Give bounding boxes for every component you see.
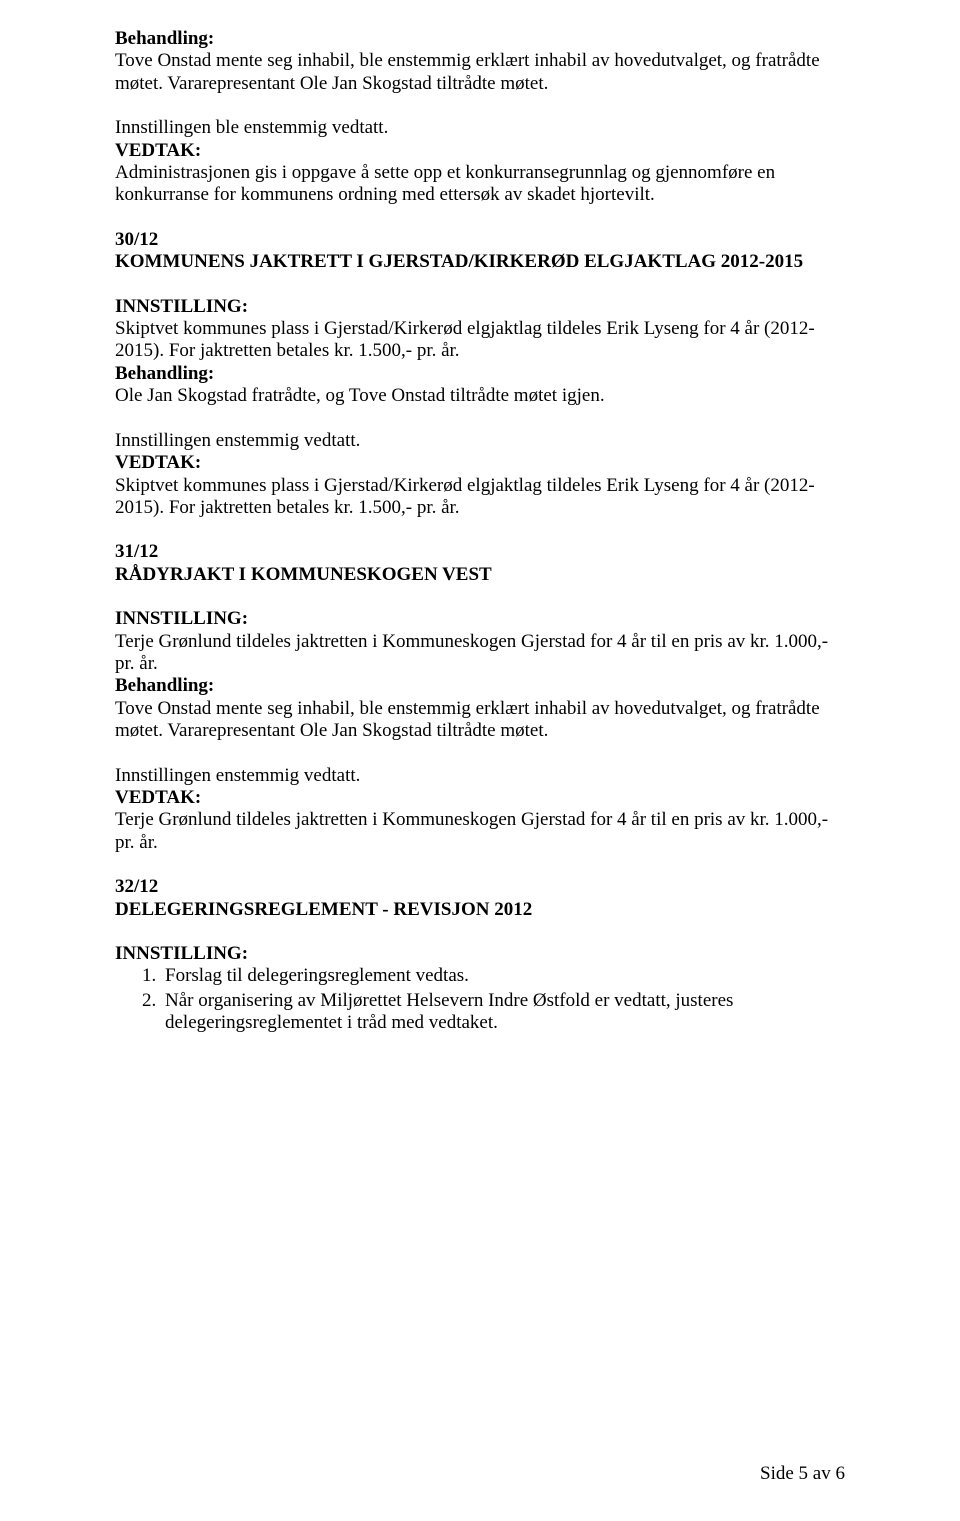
case-title: RÅDYRJAKT I KOMMUNESKOGEN VEST xyxy=(115,564,845,586)
case-number: 31/12 xyxy=(115,541,845,563)
innstillingen-enstemmig: Innstillingen enstemmig vedtatt. xyxy=(115,765,845,787)
list-item: Når organisering av Miljørettet Helsever… xyxy=(161,990,845,1035)
innstillingen-enstemmig: Innstillingen enstemmig vedtatt. xyxy=(115,430,845,452)
behandling-body: Ole Jan Skogstad fratrådte, og Tove Onst… xyxy=(115,385,845,407)
case-title: KOMMUNENS JAKTRETT I GJERSTAD/KIRKERØD E… xyxy=(115,251,845,273)
innstilling-heading: INNSTILLING: xyxy=(115,608,845,630)
vedtak-body: Administrasjonen gis i oppgave å sette o… xyxy=(115,162,845,207)
vedtak-body: Terje Grønlund tildeles jaktretten i Kom… xyxy=(115,809,845,854)
case-title: DELEGERINGSREGLEMENT - REVISJON 2012 xyxy=(115,899,845,921)
vedtak-heading: VEDTAK: xyxy=(115,452,845,474)
case-number: 32/12 xyxy=(115,876,845,898)
vedtak-body: Skiptvet kommunes plass i Gjerstad/Kirke… xyxy=(115,475,845,520)
behandling-heading: Behandling: xyxy=(115,675,845,697)
list-item: Forslag til delegeringsreglement vedtas. xyxy=(161,965,845,987)
behandling-body: Tove Onstad mente seg inhabil, ble enste… xyxy=(115,50,845,95)
innstilling-body: Terje Grønlund tildeles jaktretten i Kom… xyxy=(115,631,845,676)
innstilling-ble-vedtatt: Innstillingen ble enstemmig vedtatt. xyxy=(115,117,845,139)
behandling-heading: Behandling: xyxy=(115,363,845,385)
innstilling-heading: INNSTILLING: xyxy=(115,296,845,318)
innstilling-heading: INNSTILLING: xyxy=(115,943,845,965)
behandling-body: Tove Onstad mente seg inhabil, ble enste… xyxy=(115,698,845,743)
vedtak-heading: VEDTAK: xyxy=(115,140,845,162)
innstilling-list: Forslag til delegeringsreglement vedtas.… xyxy=(115,965,845,1034)
behandling-heading: Behandling: xyxy=(115,28,845,50)
case-number: 30/12 xyxy=(115,229,845,251)
page-footer: Side 5 av 6 xyxy=(760,1463,845,1485)
vedtak-heading: VEDTAK: xyxy=(115,787,845,809)
innstilling-body: Skiptvet kommunes plass i Gjerstad/Kirke… xyxy=(115,318,845,363)
